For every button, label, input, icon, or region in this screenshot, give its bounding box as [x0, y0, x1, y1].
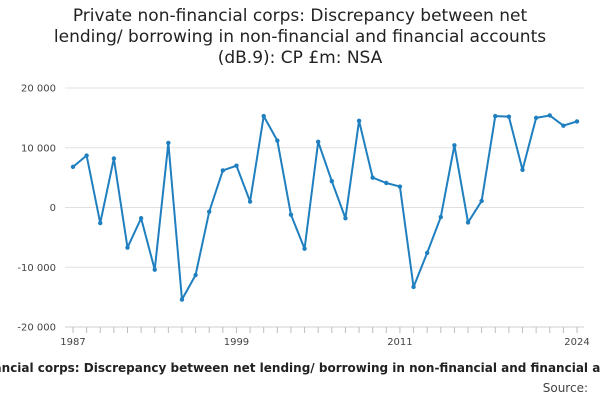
x-axis: 1987 1999 2011 2024	[60, 326, 590, 348]
data-point[interactable]	[84, 153, 89, 158]
data-point[interactable]	[479, 198, 484, 204]
source-label: Source:	[542, 381, 588, 395]
data-point[interactable]	[234, 163, 239, 168]
data-point[interactable]	[397, 184, 403, 189]
data-point[interactable]	[493, 113, 498, 119]
data-point[interactable]	[111, 156, 117, 161]
data-point[interactable]	[343, 216, 348, 221]
data-point[interactable]	[452, 143, 457, 148]
data-point[interactable]	[411, 284, 416, 290]
data-point[interactable]	[179, 297, 185, 302]
x-tick-label: 2024	[564, 337, 589, 348]
data-point[interactable]	[561, 123, 566, 128]
data-point[interactable]	[98, 220, 103, 226]
chart-title: Private non-financial corps: Discrepancy…	[0, 6, 600, 69]
data-point[interactable]	[329, 179, 335, 184]
data-point[interactable]	[315, 139, 321, 144]
data-point[interactable]	[138, 216, 144, 221]
data-point[interactable]	[152, 267, 157, 272]
data-point[interactable]	[370, 175, 375, 180]
y-tick-label: 0	[50, 203, 56, 214]
y-tick-label: -20 000	[17, 323, 56, 334]
series-layer	[70, 113, 580, 302]
data-point[interactable]	[424, 250, 430, 256]
data-point[interactable]	[438, 214, 443, 220]
data-point[interactable]	[547, 113, 552, 118]
data-point[interactable]	[356, 118, 362, 124]
data-point[interactable]	[302, 246, 307, 251]
data-point[interactable]	[288, 212, 294, 217]
data-point[interactable]	[220, 168, 226, 173]
data-point[interactable]	[247, 199, 253, 204]
data-point[interactable]	[465, 220, 471, 225]
chart-title-line-2: lending/ borrowing in non-financial and …	[53, 27, 547, 47]
y-tick-label: 10 000	[21, 143, 56, 154]
data-point[interactable]	[506, 114, 512, 119]
series-line	[72, 114, 578, 301]
chart-caption-text: Private non-financial corps: Discrepancy…	[0, 361, 600, 375]
data-point[interactable]	[125, 245, 130, 250]
x-tick-label: 2011	[387, 337, 412, 348]
data-point[interactable]	[166, 140, 171, 146]
data-point[interactable]	[207, 209, 212, 214]
data-point[interactable]	[384, 180, 389, 186]
x-tick-label: 1987	[60, 337, 85, 348]
chart-title-line-3: (dB.9): CP £m: NSA	[217, 48, 383, 68]
data-point[interactable]	[275, 138, 280, 143]
chart-title-line-1: Private non-financial corps: Discrepancy…	[72, 6, 528, 26]
data-point[interactable]	[574, 119, 580, 124]
x-tick-label: 1999	[224, 337, 249, 348]
data-point[interactable]	[70, 164, 76, 170]
gridlines	[65, 87, 584, 328]
data-point[interactable]	[261, 113, 266, 119]
data-point[interactable]	[533, 115, 539, 121]
y-tick-label: -10 000	[17, 263, 56, 274]
y-axis: 20 000 10 000 0 -10 000 -20 000	[17, 84, 56, 334]
data-point[interactable]	[193, 272, 198, 278]
y-tick-label: 20 000	[21, 84, 56, 95]
chart-caption: Private non-financial corps: Discrepancy…	[0, 361, 600, 379]
data-point[interactable]	[520, 167, 525, 173]
